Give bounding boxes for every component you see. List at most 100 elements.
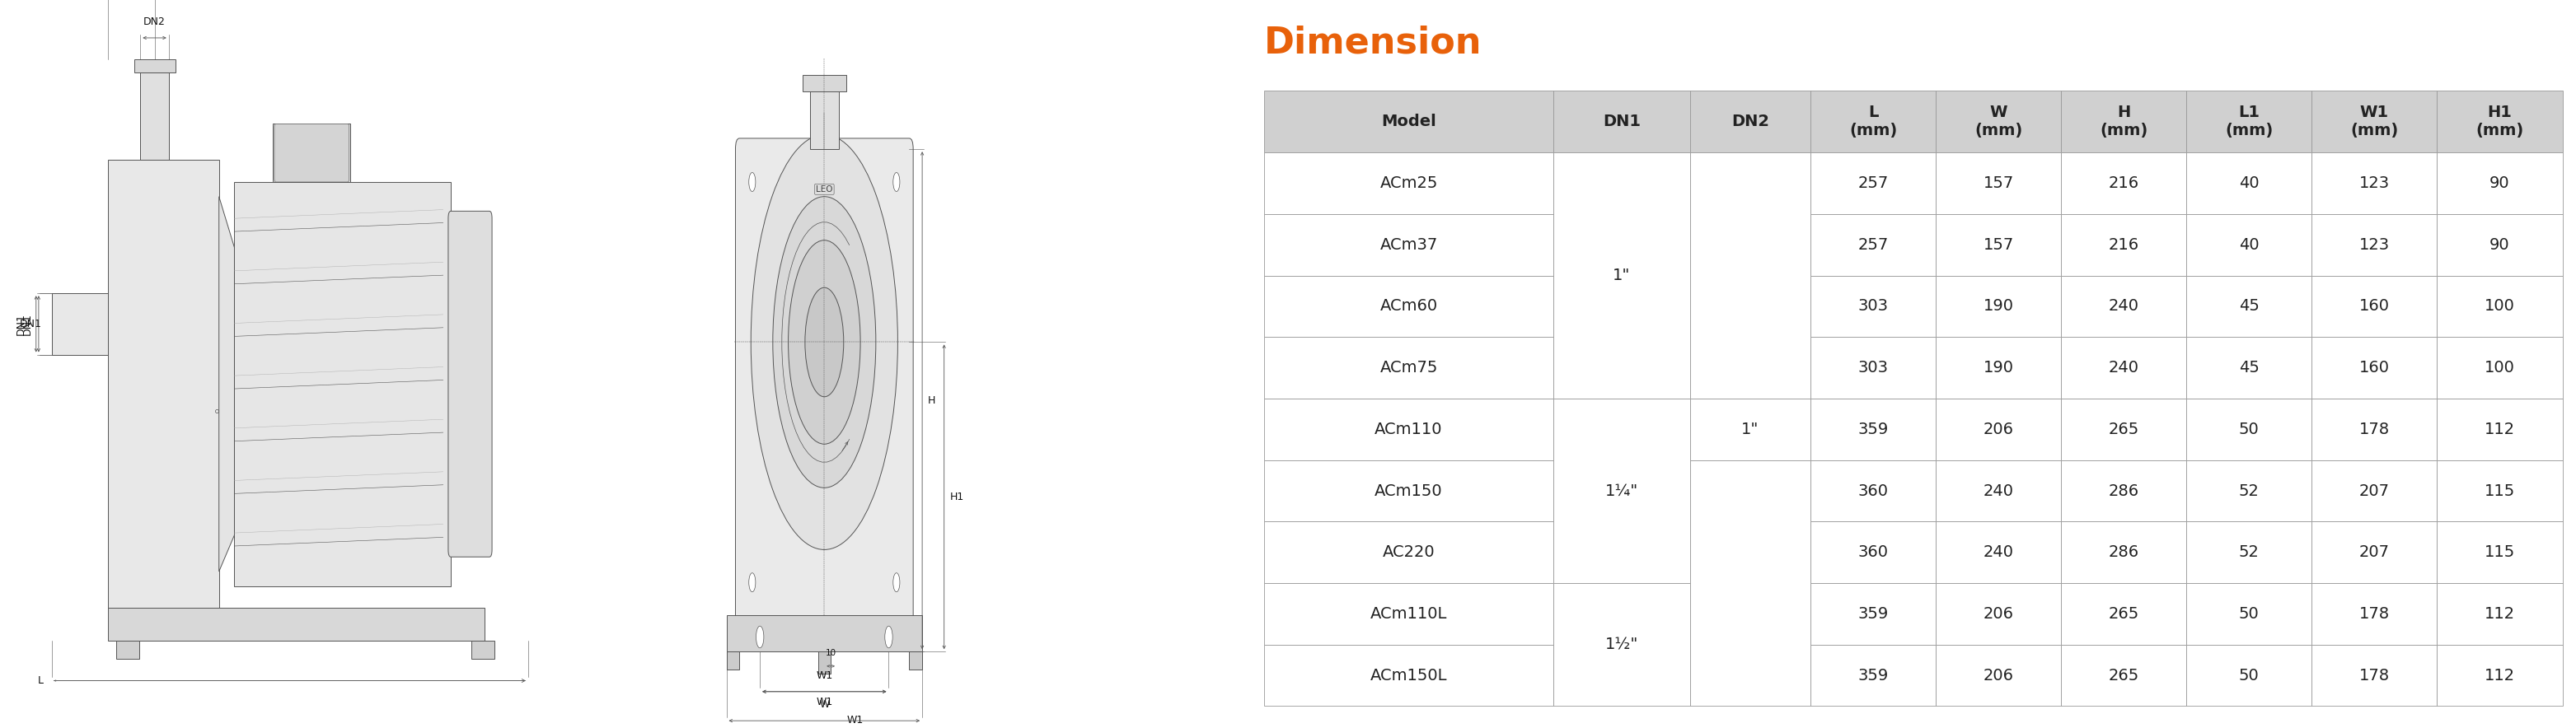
Bar	[1265, 583, 1553, 645]
Text: 157: 157	[1984, 237, 2014, 253]
Text: 50: 50	[2239, 422, 2259, 437]
Text: 123: 123	[2360, 175, 2391, 191]
Text: 52: 52	[2239, 545, 2259, 560]
Text: H1: H1	[951, 491, 963, 502]
Text: ACm150: ACm150	[1376, 483, 1443, 499]
Bar	[2437, 645, 2563, 706]
Text: DN1: DN1	[1602, 114, 1641, 130]
Bar	[1265, 398, 1553, 460]
Bar	[1935, 583, 2061, 645]
Bar	[1811, 91, 1935, 152]
Bar	[2061, 460, 2187, 521]
Text: 207: 207	[2360, 545, 2391, 560]
Bar	[1553, 153, 1690, 399]
Text: ACm25: ACm25	[1381, 175, 1437, 191]
Bar	[108, 608, 484, 641]
Bar	[2061, 275, 2187, 337]
Bar	[2311, 460, 2437, 521]
Circle shape	[894, 173, 899, 191]
Bar	[1265, 460, 1553, 521]
Bar	[809, 91, 837, 149]
FancyBboxPatch shape	[737, 138, 912, 626]
Text: W1
(mm): W1 (mm)	[2349, 105, 2398, 138]
Bar	[52, 293, 108, 355]
Text: 303: 303	[1857, 360, 1888, 376]
Bar	[2061, 645, 2187, 706]
Bar	[1690, 398, 1811, 460]
Text: 257: 257	[1857, 175, 1888, 191]
Bar	[2187, 521, 2311, 583]
Bar	[1935, 214, 2061, 275]
Text: ACm60: ACm60	[1381, 298, 1437, 314]
Text: 123: 123	[2360, 237, 2391, 253]
Circle shape	[752, 135, 899, 550]
Text: 257: 257	[1857, 237, 1888, 253]
Text: ACm150L: ACm150L	[1370, 668, 1448, 683]
Circle shape	[750, 573, 755, 592]
Bar	[2061, 521, 2187, 583]
Bar	[108, 160, 219, 608]
Text: W
(mm): W (mm)	[1973, 105, 2022, 138]
Bar	[1935, 521, 2061, 583]
Text: 1½": 1½"	[1605, 637, 1638, 652]
Bar	[726, 652, 739, 670]
Text: 286: 286	[2110, 545, 2138, 560]
Circle shape	[788, 240, 860, 444]
Text: 286: 286	[2110, 483, 2138, 499]
Text: DN1: DN1	[21, 319, 41, 329]
Bar	[1265, 645, 1553, 706]
Text: AC220: AC220	[1383, 545, 1435, 560]
Text: 115: 115	[2483, 483, 2514, 499]
Text: 45: 45	[2239, 360, 2259, 376]
Circle shape	[804, 288, 842, 397]
Bar	[1690, 91, 1811, 152]
Bar	[2187, 275, 2311, 337]
Bar	[1553, 91, 1690, 152]
Text: DN2: DN2	[144, 16, 165, 27]
Text: 240: 240	[1984, 483, 2014, 499]
Bar	[1265, 153, 1553, 214]
Bar	[1811, 275, 1935, 337]
Bar	[1935, 153, 2061, 214]
Bar	[2437, 275, 2563, 337]
Text: 359: 359	[1857, 668, 1888, 683]
Text: DN1: DN1	[21, 313, 33, 335]
Text: ACm110: ACm110	[1376, 422, 1443, 437]
Bar	[1935, 337, 2061, 399]
Bar	[1265, 214, 1553, 275]
Text: L: L	[39, 676, 44, 686]
Text: 206: 206	[1984, 668, 2014, 683]
Text: 178: 178	[2360, 668, 2391, 683]
Bar	[2437, 583, 2563, 645]
Bar	[471, 641, 495, 659]
Text: 40: 40	[2239, 237, 2259, 253]
Text: W1: W1	[817, 697, 832, 708]
Bar	[2061, 153, 2187, 214]
Circle shape	[757, 626, 762, 648]
Bar	[2311, 337, 2437, 399]
Text: 359: 359	[1857, 606, 1888, 622]
Bar	[2187, 91, 2311, 152]
Bar	[1811, 398, 1935, 460]
Text: 240: 240	[2110, 360, 2138, 376]
FancyBboxPatch shape	[448, 211, 492, 557]
Text: 216: 216	[2110, 237, 2138, 253]
Bar	[1265, 521, 1553, 583]
Bar	[2437, 153, 2563, 214]
Text: 1": 1"	[1613, 268, 1631, 283]
Bar	[2437, 91, 2563, 152]
Text: ACm37: ACm37	[1381, 237, 1437, 253]
FancyBboxPatch shape	[273, 124, 348, 182]
Text: Model: Model	[1381, 114, 1437, 130]
Bar	[1935, 460, 2061, 521]
Text: LEO: LEO	[817, 185, 832, 194]
Text: 90: 90	[2488, 175, 2509, 191]
Bar	[139, 73, 170, 160]
Bar	[1553, 398, 1690, 583]
Text: 265: 265	[2110, 668, 2138, 683]
Bar	[2061, 583, 2187, 645]
Bar	[2437, 337, 2563, 399]
Bar	[2187, 583, 2311, 645]
Bar	[2187, 645, 2311, 706]
Circle shape	[886, 626, 894, 648]
